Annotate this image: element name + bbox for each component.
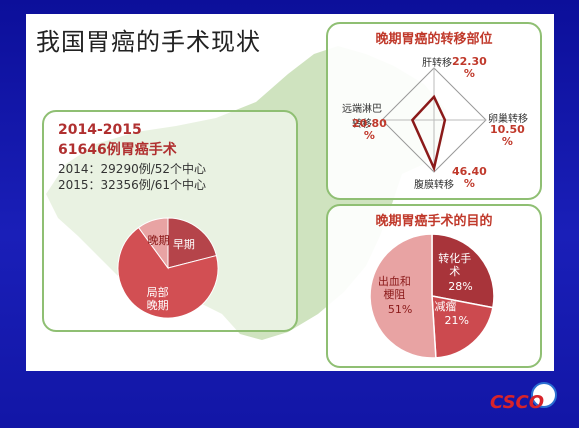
pie-slice-label-1: 局部 晚期 — [146, 285, 169, 312]
pie-slice-label-2: 晚期 — [147, 233, 170, 247]
purpose-slice-1 — [431, 295, 494, 359]
radar-axis-label-2: 腹膜转移 — [414, 180, 454, 191]
radar-value-label-1: 10.50 % — [490, 123, 525, 148]
radar-value-label-2: 46.40 % — [452, 165, 487, 190]
year-2014-stat: 2014：29290例/52个中心 — [58, 162, 207, 176]
csco-logo: CSCO — [490, 392, 545, 413]
surgery-volume-panel: 2014-2015 61646例胃癌手术 2014：29290例/52个中心 2… — [42, 110, 298, 332]
pie-slice-2 — [137, 217, 169, 270]
radar-value-label-0: 22.30 % — [452, 55, 487, 80]
radar-series — [410, 94, 447, 173]
slide: 我国胃癌的手术现状 2014-2015 61646例胃癌手术 2014：2929… — [26, 14, 554, 371]
period-heading: 2014-2015 — [58, 122, 142, 138]
total-heading: 61646例胃癌手术 — [58, 142, 177, 158]
purpose-slice-value-0: 28% — [448, 280, 473, 294]
radar-axis-label-1: 卵巢转移 — [488, 114, 528, 125]
purpose-slice-value-1: 21% — [444, 313, 469, 327]
purpose-pie-chart — [369, 233, 495, 359]
year-2015-stat: 2015：32356例/61个中心 — [58, 178, 207, 192]
slide-title: 我国胃癌的手术现状 — [36, 28, 261, 56]
metastasis-panel: 晚期胃癌的转移部位 肝转移 22.30 % 卵巢转移 10.50 % 腹膜转移 46.40… — [326, 22, 542, 200]
purpose-title: 晚期胃癌手术的目的 — [375, 214, 493, 229]
purpose-slice-2 — [369, 233, 437, 359]
pie-slice-0 — [167, 217, 218, 269]
pie-slice-label-0: 早期 — [172, 238, 195, 252]
purpose-slice-label-1: 减瘤 — [434, 299, 457, 313]
csco-logo-icon — [531, 382, 557, 408]
purpose-slice-0 — [431, 233, 495, 309]
stage-pie-chart — [117, 217, 219, 319]
radar-axis-label-3: 远端淋巴 转移 — [342, 104, 382, 130]
pie-slice-1 — [117, 226, 219, 319]
purpose-slice-label-0: 转化手 术 — [438, 252, 472, 279]
radar-value-label-3: 20.80 % — [352, 117, 387, 142]
purpose-slice-value-2: 51% — [387, 303, 413, 317]
purpose-slice-label-2: 出血和 梗阻 — [377, 275, 411, 302]
metastasis-title: 晚期胃癌的转移部位 — [375, 32, 493, 47]
radar-axis-label-0: 肝转移 — [422, 58, 452, 69]
metastasis-radar-chart — [381, 67, 487, 173]
surgery-purpose-panel: 晚期胃癌手术的目的 转化手 术 28% 减瘤 21% 出血和 梗阻 51% — [326, 204, 542, 368]
